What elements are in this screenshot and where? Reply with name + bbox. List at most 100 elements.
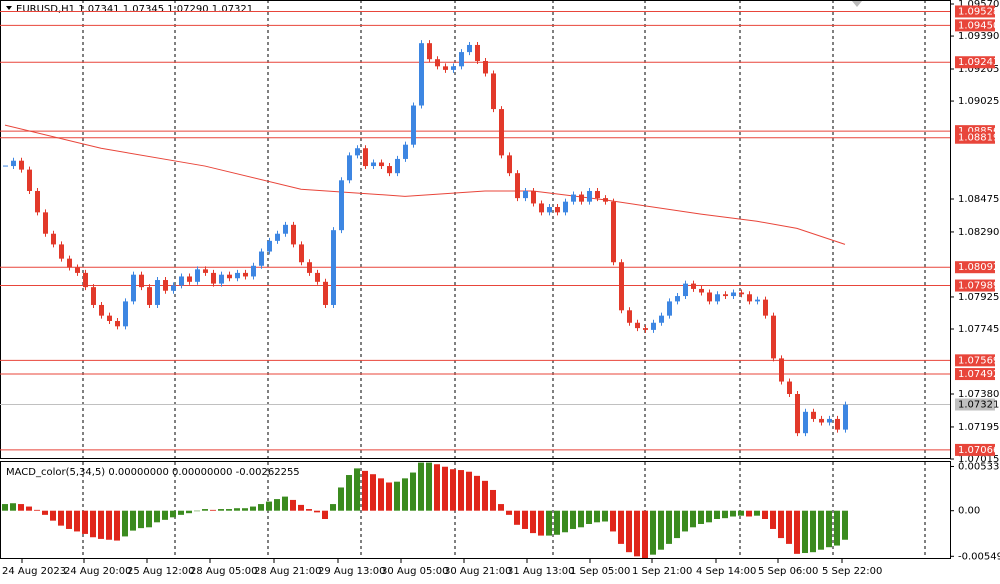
candle bbox=[27, 169, 32, 191]
candle bbox=[179, 276, 184, 286]
macd-bar bbox=[794, 510, 800, 554]
macd-bar bbox=[258, 504, 264, 511]
y-tick-label: 1.07380 bbox=[958, 389, 999, 400]
candle bbox=[227, 274, 232, 279]
macd-bar bbox=[26, 506, 32, 511]
macd-bar bbox=[754, 510, 760, 516]
candle bbox=[643, 328, 648, 330]
macd-bar bbox=[178, 510, 184, 515]
candle bbox=[251, 265, 256, 277]
macd-bar bbox=[706, 510, 712, 523]
macd-bar bbox=[778, 510, 784, 539]
y-tick-label: 1.08475 bbox=[958, 194, 999, 205]
candle bbox=[507, 155, 512, 174]
candle bbox=[459, 52, 464, 67]
candle bbox=[579, 194, 584, 202]
macd-bar bbox=[506, 510, 512, 515]
scroll-arrow[interactable] bbox=[852, 1, 862, 7]
candle bbox=[651, 322, 656, 330]
macd-bar bbox=[362, 470, 368, 511]
macd-bar bbox=[162, 510, 168, 520]
candle bbox=[819, 418, 824, 423]
macd-bar bbox=[98, 510, 104, 539]
macd-bar bbox=[66, 510, 72, 529]
candle bbox=[107, 315, 112, 321]
candle bbox=[211, 272, 216, 284]
candle bbox=[363, 148, 368, 167]
macd-bar bbox=[346, 475, 352, 511]
macd-bar bbox=[714, 510, 720, 520]
macd-bar bbox=[274, 499, 280, 511]
candle bbox=[675, 296, 680, 302]
menu-arrow[interactable] bbox=[6, 6, 12, 10]
macd-bar bbox=[842, 510, 848, 540]
macd-bar bbox=[802, 510, 808, 554]
level-label: 1.07492 bbox=[958, 369, 999, 380]
candle bbox=[235, 272, 240, 279]
candle bbox=[403, 144, 408, 159]
candle bbox=[715, 294, 720, 302]
candle bbox=[443, 66, 448, 70]
macd-bar bbox=[10, 503, 16, 511]
level-label: 1.07569 bbox=[958, 355, 999, 366]
macd-bar bbox=[690, 510, 696, 528]
macd-bar bbox=[770, 510, 776, 529]
candle bbox=[427, 43, 432, 60]
macd-bar bbox=[34, 509, 40, 511]
candle bbox=[691, 283, 696, 289]
y-tick-label: 1.09025 bbox=[958, 96, 999, 107]
macd-bar bbox=[554, 510, 560, 535]
candle bbox=[667, 301, 672, 316]
candle bbox=[635, 322, 640, 329]
macd-bar bbox=[746, 510, 752, 517]
y-tick-label: 1.09570 bbox=[958, 0, 999, 10]
candle bbox=[747, 294, 752, 302]
candle bbox=[779, 358, 784, 382]
level-label: 1.07066 bbox=[958, 445, 999, 456]
macd-bar bbox=[386, 482, 392, 511]
x-tick-label: 30 Aug 21:00 bbox=[444, 566, 511, 577]
candle bbox=[147, 287, 152, 305]
candle bbox=[763, 299, 768, 316]
candle bbox=[331, 230, 336, 305]
level-label: 1.08092 bbox=[958, 262, 999, 273]
macd-bar bbox=[722, 510, 728, 519]
macd-bar bbox=[586, 510, 592, 524]
macd-bar bbox=[546, 510, 552, 536]
x-tick-label: 1 Sep 21:00 bbox=[632, 566, 692, 577]
candle bbox=[35, 190, 40, 213]
x-tick-label: 28 Aug 05:00 bbox=[190, 566, 257, 577]
macd-bar bbox=[410, 472, 416, 511]
macd-bar bbox=[834, 510, 840, 546]
candle bbox=[355, 148, 360, 156]
macd-bar bbox=[418, 462, 424, 511]
macd-bar bbox=[298, 504, 304, 511]
candle bbox=[259, 251, 264, 266]
level-label: 1.08856 bbox=[958, 126, 999, 137]
macd-bar bbox=[378, 478, 384, 511]
candle bbox=[531, 190, 536, 204]
candle bbox=[243, 272, 248, 277]
macd-bar bbox=[698, 510, 704, 524]
level-label: 1.09528 bbox=[958, 6, 999, 17]
level-label-bg bbox=[955, 5, 995, 18]
macd-bar bbox=[186, 510, 192, 514]
macd-bar bbox=[826, 510, 832, 548]
macd-bar bbox=[234, 508, 240, 511]
candle bbox=[787, 381, 792, 394]
y-tick-label: 1.07745 bbox=[958, 324, 999, 335]
candle bbox=[451, 66, 456, 70]
macd-bar bbox=[618, 510, 624, 544]
candle bbox=[203, 269, 208, 273]
candle bbox=[115, 320, 120, 327]
candle bbox=[683, 283, 688, 297]
macd-bar bbox=[650, 510, 656, 555]
candle bbox=[131, 274, 136, 302]
candle bbox=[315, 272, 320, 282]
candle bbox=[123, 301, 128, 327]
candle bbox=[499, 109, 504, 156]
main-frame bbox=[0, 0, 951, 459]
candle bbox=[571, 194, 576, 202]
macd-bar bbox=[338, 487, 344, 511]
candle bbox=[827, 418, 832, 423]
